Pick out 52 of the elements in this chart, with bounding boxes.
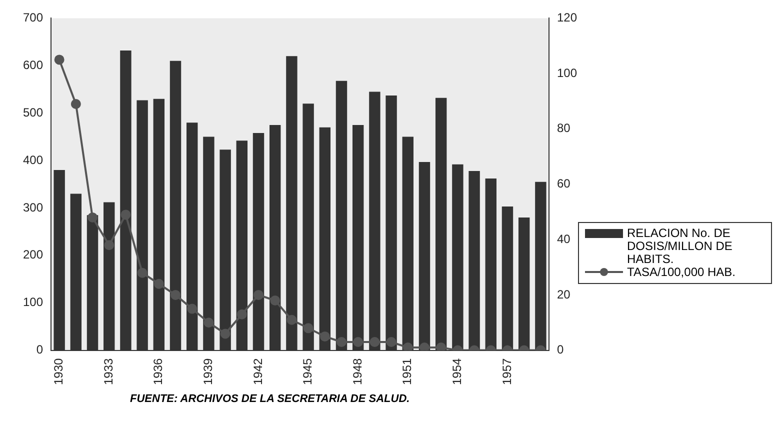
x-tick-label: 1942 <box>250 358 265 386</box>
x-tick-label: 1954 <box>450 358 464 386</box>
point <box>286 314 297 325</box>
y-tick-label: 0 <box>36 342 44 357</box>
point <box>386 337 396 347</box>
y2-tick-label: 20 <box>556 287 571 302</box>
point <box>270 295 280 306</box>
y-tick-label: 200 <box>22 248 44 262</box>
x-tick-label: 1951 <box>400 358 414 386</box>
x-tick-label: 1936 <box>151 358 166 386</box>
y2-tick-label: 0 <box>556 342 564 357</box>
point <box>320 331 330 342</box>
y2-tick-label: 100 <box>556 66 578 80</box>
point <box>370 337 380 347</box>
x-tick-label: 1945 <box>300 358 315 386</box>
point <box>187 304 198 314</box>
point <box>54 54 64 65</box>
source-note: FUENTE: ARCHIVOS DE LA SECRETARIA DE SALUD. <box>130 393 410 405</box>
point <box>137 268 148 278</box>
point <box>336 337 346 347</box>
point <box>88 212 98 222</box>
y2-tick-label: 80 <box>556 121 571 136</box>
x-tick-label: 1957 <box>500 358 514 386</box>
legend-label: TASA/100,000 HAB. <box>627 265 736 279</box>
point <box>254 290 264 300</box>
point <box>353 337 364 347</box>
y2-tick-label: 120 <box>556 10 578 25</box>
x-tick-label: 1933 <box>101 358 116 386</box>
point <box>236 309 247 320</box>
y-tick-label: 500 <box>22 105 44 120</box>
x-tick-label: 1948 <box>350 358 364 386</box>
y-tick-label: 300 <box>22 200 44 214</box>
y-tick-label: 100 <box>22 295 44 310</box>
point <box>154 278 164 289</box>
point <box>436 342 446 350</box>
y-tick-label: 600 <box>22 58 44 72</box>
x-tick-label: 1939 <box>201 358 216 386</box>
point <box>104 240 114 250</box>
point <box>70 98 81 109</box>
y2-tick-label: 60 <box>556 176 571 191</box>
point <box>204 318 214 328</box>
y-tick-label: 400 <box>22 152 44 167</box>
y-tick-label: 700 <box>22 10 44 25</box>
y2-tick-label: 40 <box>556 232 571 246</box>
point <box>170 290 181 300</box>
point <box>303 323 314 334</box>
point <box>402 342 413 350</box>
legend-label: RELACION No. DE DOSIS/MILLON DE HABITS. <box>627 226 734 266</box>
point <box>220 328 230 339</box>
point <box>120 210 131 220</box>
x-tick-label: 1930 <box>52 358 66 386</box>
point <box>419 342 430 350</box>
